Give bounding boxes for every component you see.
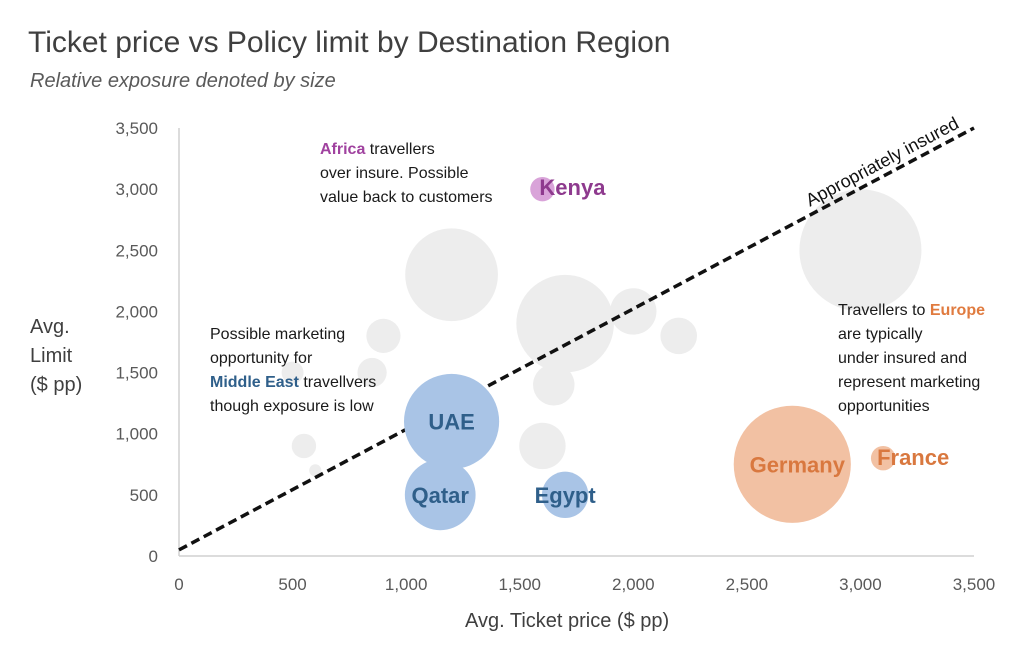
background-bubble [519,422,566,470]
y-tick-label: 3,500 [115,119,158,138]
annotation-line: opportunities [838,398,930,415]
background-bubble [281,361,304,384]
y-axis-label: Avg. Limit ($ pp) [30,313,82,400]
background-bubble [309,464,322,477]
chart-subtitle: Relative exposure denoted by size [30,70,336,92]
annotation-africa: Africa travellers over insure. Possible … [320,138,493,210]
chart-title: Ticket price vs Policy limit by Destinat… [28,26,671,59]
x-tick-label: 3,000 [839,575,882,594]
background-bubble [405,228,498,322]
y-tick-label: 1,000 [115,425,158,444]
annotation-line: Travellers to Europe [838,299,985,323]
bubble-label-qatar: Qatar [411,483,469,508]
appropriately-insured-line [178,126,975,552]
x-tick-label: 3,500 [953,575,996,594]
x-tick-label: 500 [278,575,306,594]
background-bubble [660,317,698,355]
annotation-highlight-middle-east: Middle East [210,374,299,391]
bubble-germany [733,405,851,523]
bubble-qatar [404,459,476,531]
bubble-label-egypt: Egypt [535,483,597,508]
annotation-text: Travellers to [838,302,930,319]
bubble-uae [403,373,500,470]
background-bubbles [281,189,922,477]
x-tick-label: 2,500 [726,575,769,594]
y-tick-label: 2,000 [115,302,158,321]
background-bubble [366,318,401,353]
x-tick-label: 1,000 [385,575,428,594]
axes: 0 500 1,000 1,500 2,000 2,500 3,000 3,500 0 500 1,… [115,119,995,594]
background-bubble [799,189,922,312]
annotation-line: value back to customers [320,189,493,206]
y-tick-label: 3,000 [115,180,158,199]
background-bubble [533,364,575,406]
background-bubble [516,274,614,373]
x-axis-label: Avg. Ticket price ($ pp) [465,610,670,632]
annotation-line: Africa travellers [320,138,493,162]
y-tick-label: 0 [149,547,158,566]
bubble-label-kenya: Kenya [539,175,606,200]
annotation-line: are typically [838,326,923,343]
annotation-text: travellers [365,141,435,158]
annotation-line: Middle East travellvers [210,371,376,395]
y-axis-label-line: Limit [30,345,73,367]
highlighted-bubbles: Kenya UAE Qatar Egypt Germany France [403,175,949,531]
annotation-line: under insured and [838,350,967,367]
bubble-label-germany: Germany [750,452,846,477]
annotation-highlight-africa: Africa [320,141,366,158]
y-axis-label-line: Avg. [30,316,70,338]
annotation-line: represent marketing [838,374,981,391]
annotation-highlight-europe: Europe [929,302,985,319]
bubble-label-uae: UAE [428,409,474,434]
y-tick-label: 2,500 [115,241,158,260]
annotation-middle-east: Possible marketing opportunity for Middl… [210,323,376,419]
y-axis-label-line: ($ pp) [30,374,83,396]
bubble-label-france: France [877,445,949,470]
annotation-europe: Travellers to Europe are typically under… [838,299,985,419]
bubble-kenya [530,176,555,202]
annotation-text: travellvers [298,374,377,391]
y-tick-label: 500 [130,486,158,505]
annotation-line: Possible marketing [210,326,346,343]
y-tick-label: 1,500 [115,364,158,383]
x-tick-label: 0 [174,575,183,594]
bubble-france [870,445,896,471]
annotation-line: though exposure is low [210,398,374,415]
bubble-egypt [541,471,589,519]
x-tick-label: 1,500 [498,575,541,594]
x-tick-label: 2,000 [612,575,655,594]
annotation-line: over insure. Possible [320,165,469,182]
background-bubble [610,288,657,335]
background-bubble [291,433,317,459]
background-bubble [357,357,387,388]
annotation-line: opportunity for [210,350,313,367]
